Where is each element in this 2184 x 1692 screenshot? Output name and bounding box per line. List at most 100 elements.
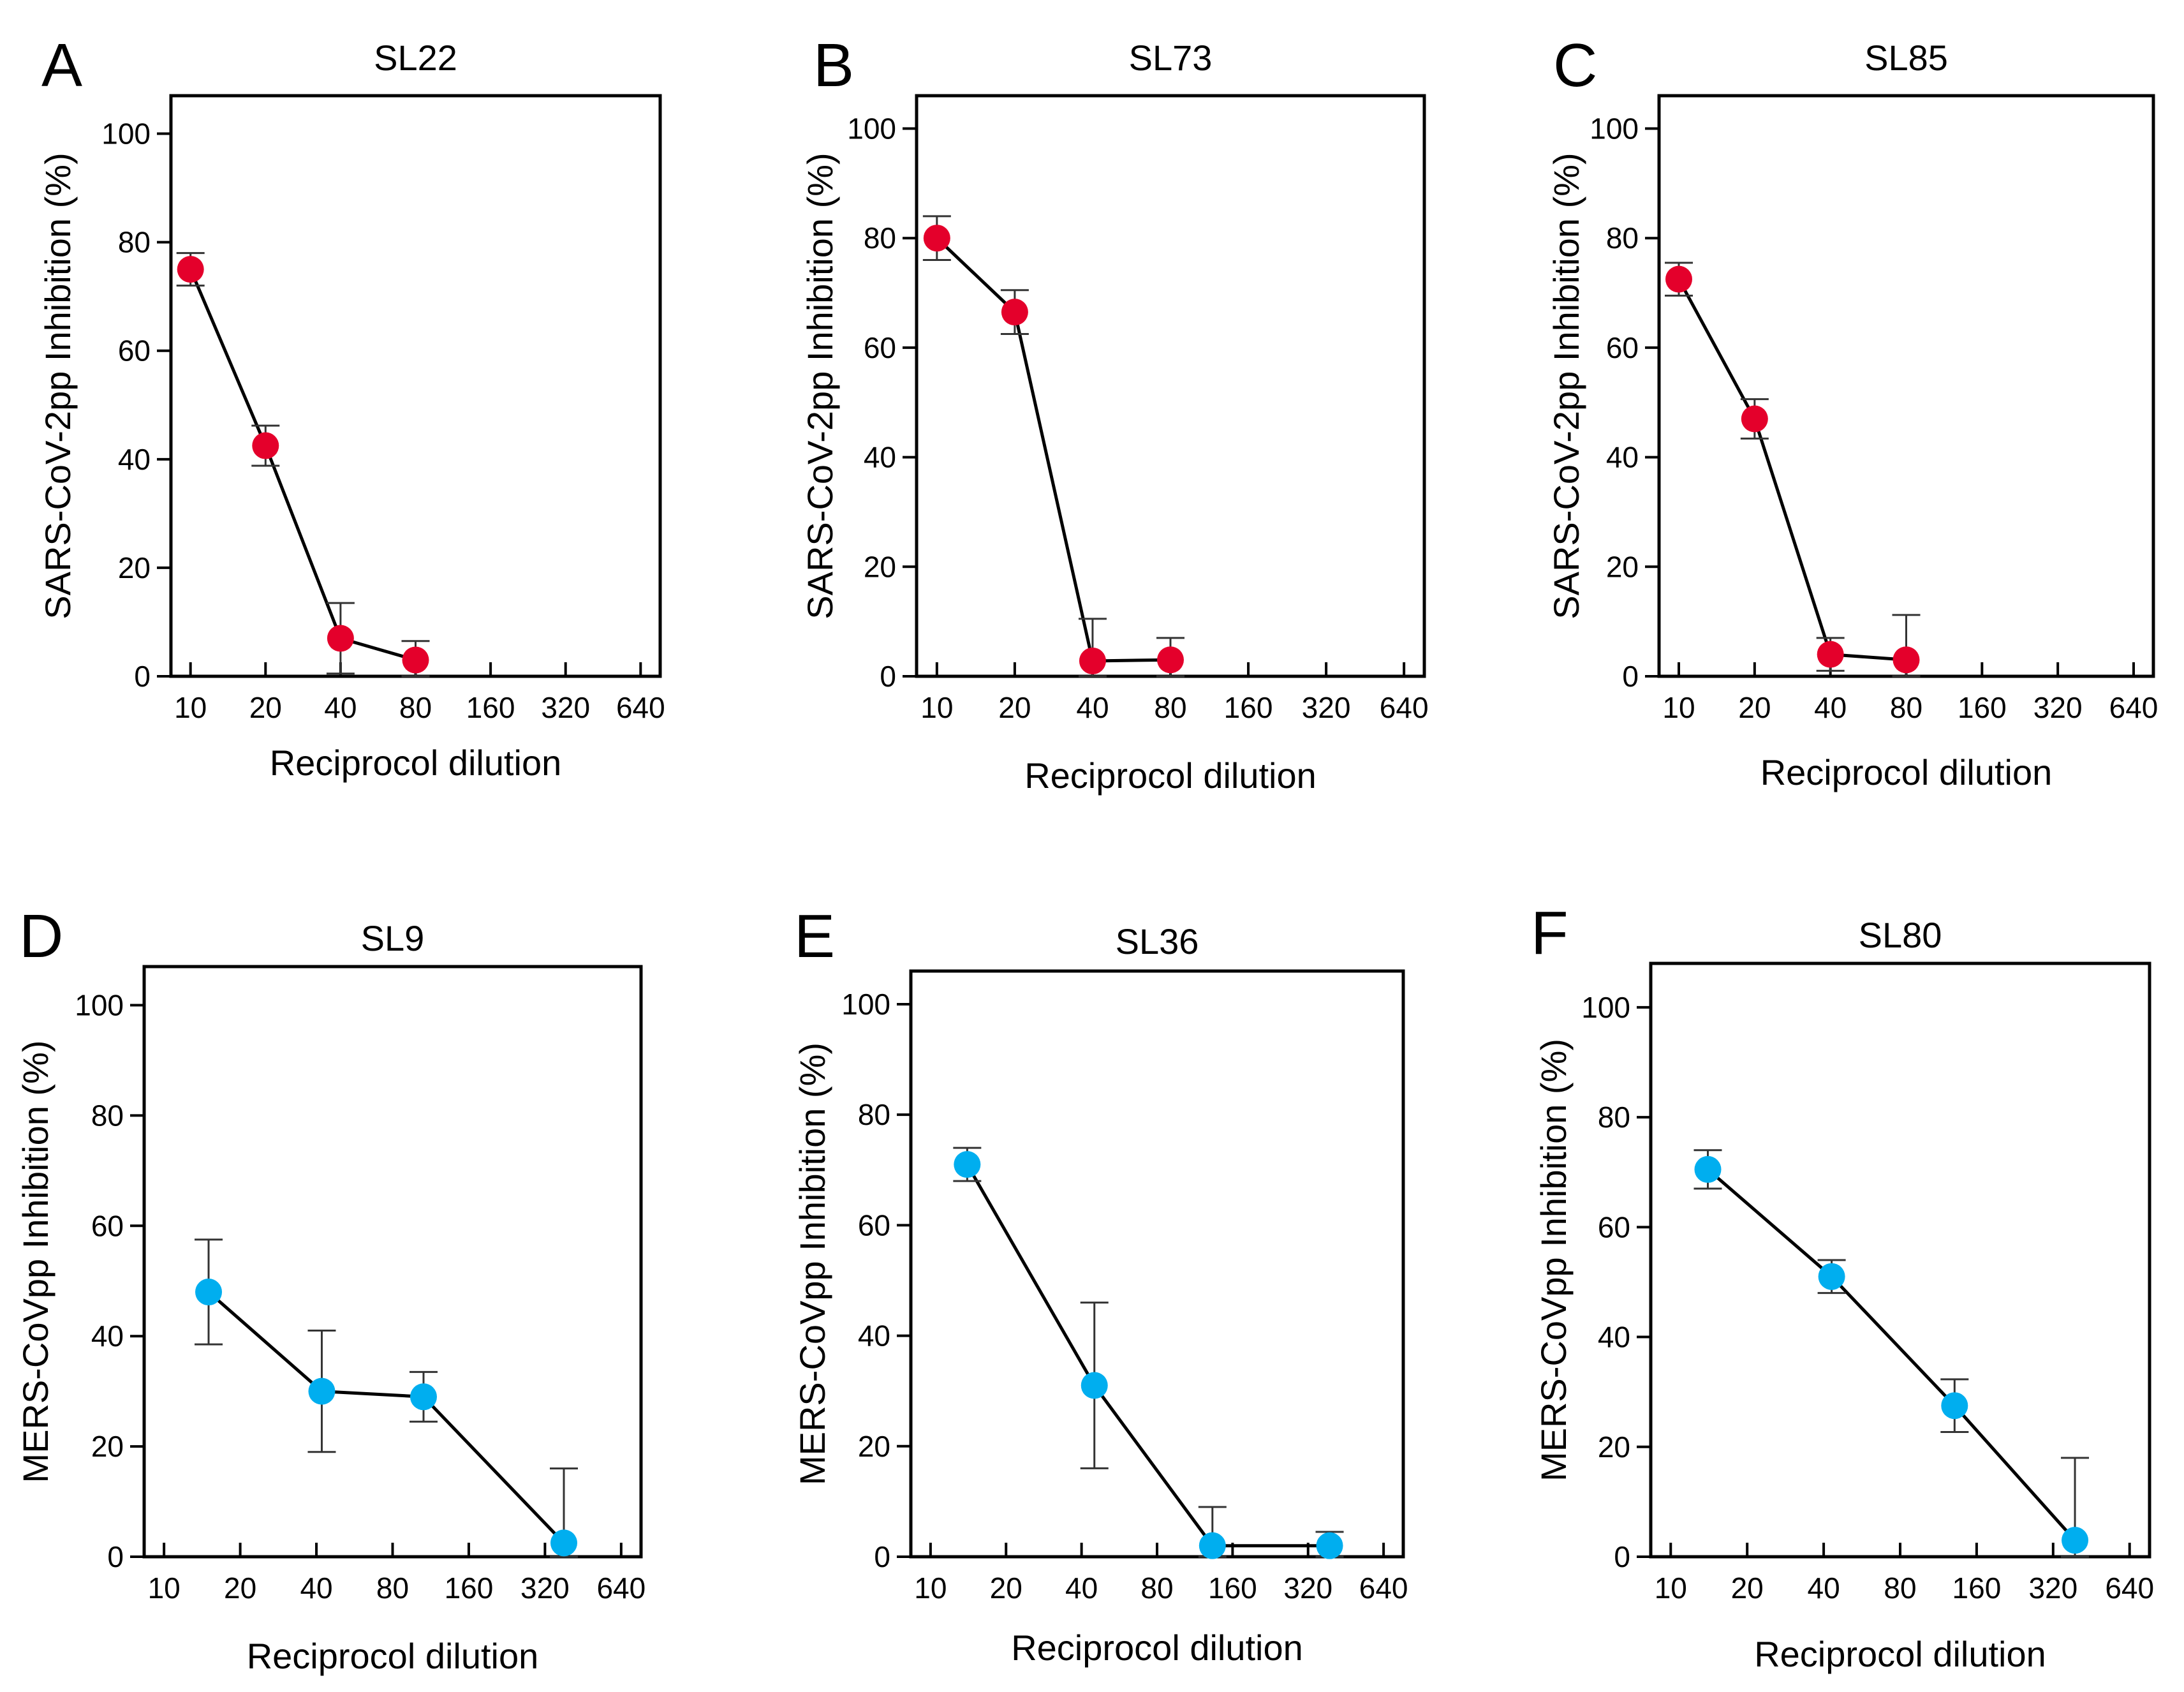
y-tick-label: 0: [107, 1540, 124, 1573]
x-axis-label: Reciprocol dilution: [1024, 755, 1317, 796]
x-tick-label: 320: [2033, 691, 2083, 724]
panel-letter: B: [813, 31, 854, 100]
x-tick-label: 40: [1814, 691, 1847, 724]
x-tick-label: 80: [1884, 1571, 1916, 1605]
y-tick-label: 0: [874, 1540, 890, 1573]
y-tick-label: 100: [847, 112, 896, 145]
x-tick-label: 80: [376, 1571, 409, 1605]
series-line: [1706, 1168, 2076, 1541]
y-tick-label: 80: [864, 221, 896, 255]
data-point: [410, 1383, 437, 1411]
x-tick-label: 10: [1662, 691, 1695, 724]
x-tick-label: 20: [1731, 1571, 1764, 1605]
chart-panel-b: B SL73 0 20 40 60 80 100 10 20 40 80 160 320 640 Recipr…: [800, 31, 1429, 796]
y-tick-label: 80: [1598, 1101, 1630, 1134]
data-point: [1941, 1392, 1968, 1420]
y-axis-label: SARS-CoV-2pp Inhibition (%): [1546, 152, 1586, 619]
y-tick-label: 100: [75, 989, 124, 1022]
y-tick-label: 100: [841, 988, 890, 1021]
x-tick-label: 160: [1958, 691, 2007, 724]
y-tick-label: 60: [864, 331, 896, 364]
x-tick-label: 160: [1952, 1571, 2002, 1605]
x-tick-label: 10: [174, 691, 207, 724]
y-tick-label: 60: [1606, 331, 1639, 364]
x-axis-label: Reciprocol dilution: [1011, 1628, 1303, 1668]
x-tick-label: 320: [1283, 1571, 1332, 1605]
x-tick-label: 320: [520, 1571, 570, 1605]
x-tick-label: 640: [616, 691, 665, 724]
x-tick-label: 80: [1890, 691, 1922, 724]
y-tick-label: 80: [1606, 221, 1639, 255]
x-tick-label: 10: [1655, 1571, 1687, 1605]
panel-letter: E: [794, 902, 835, 970]
panel-letter: F: [1531, 899, 1568, 967]
y-tick-label: 80: [858, 1098, 890, 1131]
data-point: [1199, 1532, 1226, 1559]
y-tick-label: 20: [1598, 1430, 1630, 1464]
y-axis-label: MERS-CoVpp Inhibition (%): [15, 1040, 55, 1483]
x-tick-label: 20: [1738, 691, 1771, 724]
x-tick-label: 320: [1302, 691, 1351, 724]
y-tick-label: 40: [864, 441, 896, 474]
x-axis-label: Reciprocol dilution: [1760, 752, 2053, 792]
y-tick-label: 20: [118, 551, 151, 584]
x-tick-label: 20: [990, 1571, 1022, 1605]
y-tick-label: 40: [118, 443, 151, 476]
y-tick-label: 40: [1606, 441, 1639, 474]
plot-frame: [169, 94, 662, 678]
x-tick-label: 10: [920, 691, 953, 724]
y-tick-label: 80: [118, 226, 151, 259]
data-point: [1694, 1155, 1722, 1183]
chart-title: SL73: [1129, 38, 1213, 78]
series-line: [207, 1291, 565, 1545]
series-line: [966, 1163, 1330, 1548]
y-tick-label: 100: [101, 117, 151, 151]
x-tick-label: 40: [1808, 1571, 1840, 1605]
data-point: [402, 646, 429, 674]
y-tick-label: 40: [1598, 1321, 1630, 1354]
panel-letter: A: [41, 31, 82, 100]
data-point: [195, 1279, 223, 1306]
y-tick-label: 60: [858, 1208, 890, 1242]
x-tick-label: 10: [914, 1571, 947, 1605]
x-tick-label: 640: [1380, 691, 1429, 724]
data-point: [1893, 646, 1920, 674]
data-point: [1001, 299, 1028, 326]
data-point: [1081, 1372, 1108, 1399]
chart-panel-a: A SL22 0 20 40 60 80 100 10 20 40 80 160 320 640 Recipr…: [38, 31, 665, 783]
chart-title: SL22: [374, 38, 457, 78]
chart-title: SL85: [1864, 38, 1948, 78]
y-tick-label: 40: [91, 1319, 124, 1353]
data-point: [308, 1377, 336, 1405]
data-point: [327, 625, 354, 652]
x-tick-label: 320: [2028, 1571, 2077, 1605]
x-axis-label: Reciprocol dilution: [1754, 1634, 2046, 1674]
chart-panel-e: E SL36 0 20 40 60 80 100 10 20 40 80 160 320 640 Recipr…: [792, 902, 1408, 1668]
y-axis-label: SARS-CoV-2pp Inhibition (%): [800, 152, 840, 619]
y-tick-label: 40: [858, 1319, 890, 1353]
y-tick-label: 0: [880, 660, 896, 693]
x-tick-label: 40: [324, 691, 357, 724]
chart-title: SL80: [1859, 915, 1942, 955]
y-tick-label: 20: [858, 1430, 890, 1463]
series-line: [189, 269, 417, 662]
y-tick-label: 100: [1590, 112, 1639, 145]
data-point: [923, 225, 950, 252]
y-tick-label: 20: [1606, 550, 1639, 583]
y-tick-label: 20: [864, 550, 896, 583]
y-tick-label: 60: [91, 1209, 124, 1242]
x-tick-label: 20: [224, 1571, 256, 1605]
x-tick-label: 160: [445, 1571, 494, 1605]
x-tick-label: 640: [596, 1571, 646, 1605]
panel-letter: C: [1553, 31, 1597, 100]
chart-panel-c: C SL85 0 20 40 60 80 100 10 20 40 80 160 320 640 Recipr…: [1546, 31, 2158, 792]
series-line: [1677, 278, 1907, 662]
x-tick-label: 40: [1076, 691, 1109, 724]
x-tick-label: 640: [2105, 1571, 2154, 1605]
x-tick-label: 20: [249, 691, 282, 724]
chart-panel-f: F SL80 0 20 40 60 80 100 10 20 40 80 160 320 640 Recipr…: [1531, 899, 2154, 1674]
y-axis-label: MERS-CoVpp Inhibition (%): [792, 1043, 832, 1485]
x-tick-label: 80: [1154, 691, 1186, 724]
data-point: [550, 1529, 578, 1557]
